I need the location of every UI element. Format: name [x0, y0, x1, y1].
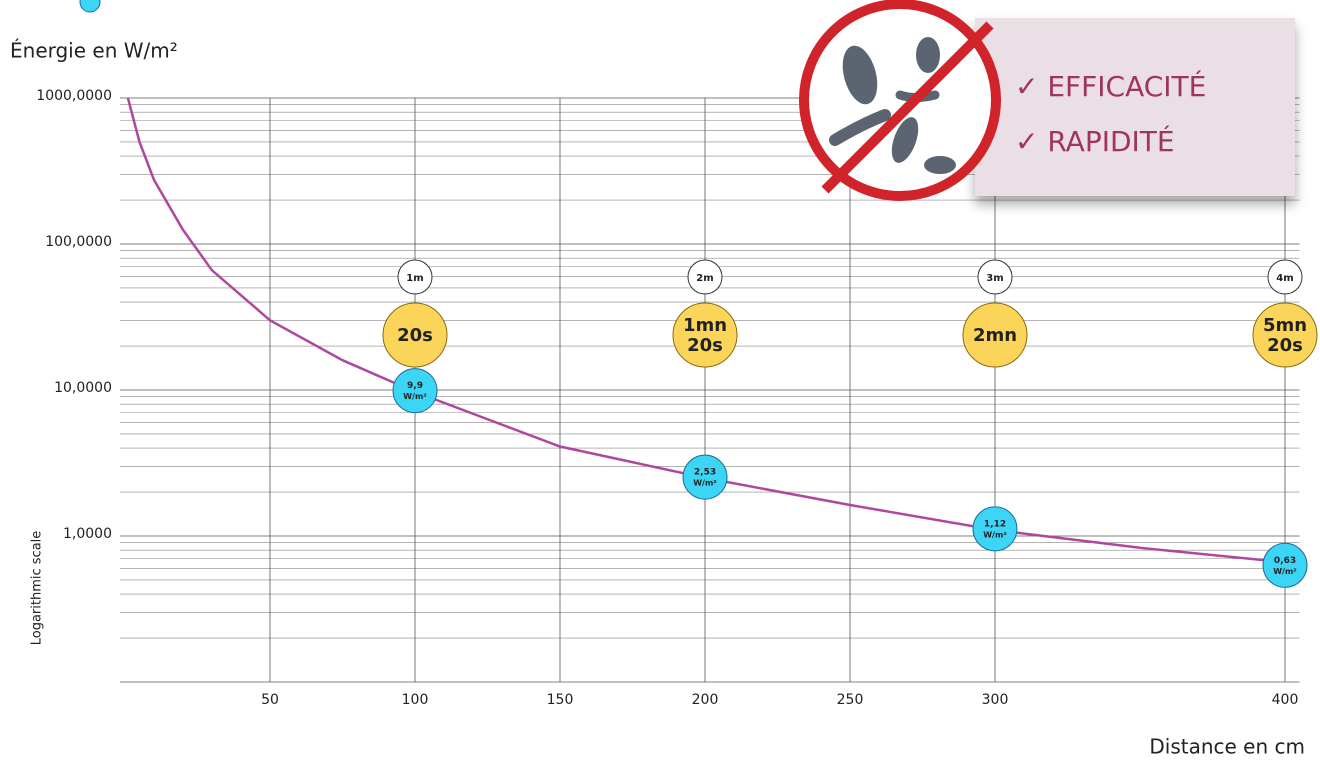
value-unit: W/m² [693, 479, 717, 488]
x-tick-label: 150 [547, 692, 574, 708]
no-sign-bar [821, 21, 994, 194]
time-label: 20s [397, 325, 433, 346]
value-unit: W/m² [403, 392, 427, 401]
value-label: 0,63 [1274, 556, 1296, 566]
value-unit: W/m² [1273, 567, 1297, 576]
y-axis-title: Énergie en W/m² [10, 39, 178, 63]
time-badge [382, 302, 448, 368]
plot: 1m20s9,9W/m²2m1mn20s2,53W/m²3m2mn1,12W/m… [126, 97, 1318, 588]
time-label: 1mn [683, 315, 727, 336]
value-point [1262, 542, 1308, 588]
y-axis-label: Logarithmic scale [30, 531, 45, 646]
time-badge [962, 302, 1028, 368]
y-tick-label: 1,0000 [63, 526, 112, 542]
distance-badge [687, 259, 723, 295]
value-label: 9,9 [407, 381, 423, 391]
value-point [682, 454, 728, 500]
distance-badge [1267, 259, 1303, 295]
distance-badge [397, 259, 433, 295]
distance-label: 1m [406, 273, 423, 284]
x-tick-label: 400 [1272, 692, 1299, 708]
x-tick-label: 100 [402, 692, 429, 708]
badge-line: ✓ EFFICACITÉ [1015, 69, 1206, 103]
value-label: 1,12 [984, 519, 1006, 529]
x-tick-label: 50 [261, 692, 279, 708]
distance-badge [977, 259, 1013, 295]
time-label: 5mn [1263, 315, 1307, 336]
distance-label: 2m [696, 273, 713, 284]
distance-label: 4m [1276, 273, 1293, 284]
time-badge [672, 302, 738, 368]
grid: 1000,0000 100,0000 10,0000 1,0000 50 100 150 20… [36, 88, 1300, 708]
badge-line: ✓ RAPIDITÉ [1015, 124, 1175, 158]
insects [829, 37, 956, 174]
value-unit: W/m² [983, 530, 1007, 539]
y-tick-label: 1000,0000 [36, 88, 112, 104]
y-tick-label: 10,0000 [54, 380, 112, 396]
decoration [79, 0, 101, 13]
time-label: 2mn [973, 325, 1017, 346]
value-label: 2,53 [694, 468, 716, 478]
badge: ✓ EFFICACITÉ ✓ RAPIDITÉ [799, 0, 1295, 201]
no-sign [799, 0, 1001, 201]
x-tick-label: 300 [982, 692, 1009, 708]
badge-box [975, 18, 1295, 196]
time-label: 20s [687, 335, 723, 356]
value-point [392, 368, 438, 414]
time-badge [1252, 302, 1318, 368]
time-label: 20s [1267, 335, 1303, 356]
x-tick-label: 250 [837, 692, 864, 708]
value-point [972, 506, 1018, 552]
x-tick-label: 200 [692, 692, 719, 708]
distance-label: 3m [986, 273, 1003, 284]
y-tick-label: 100,0000 [45, 234, 112, 250]
x-axis-label: Distance en cm [1149, 735, 1305, 759]
